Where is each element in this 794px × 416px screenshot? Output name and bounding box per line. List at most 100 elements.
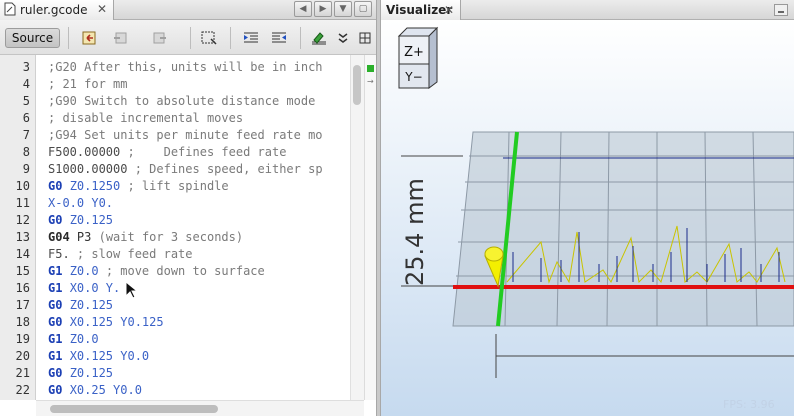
code-line[interactable]: G1 Z0.0 [48, 331, 99, 348]
editor-panel: ruler.gcode ✕ ◀ ▶ ▼ ▢ Source [0, 0, 376, 416]
line-number: 10 [15, 179, 30, 193]
comment-icon[interactable] [310, 29, 328, 47]
line-number: 6 [22, 111, 30, 125]
dimension-label: 25.4 mm [401, 178, 429, 286]
shift-right-icon[interactable] [270, 29, 288, 47]
code-token: Z0.0 [69, 332, 99, 346]
code-token: F5. [48, 247, 77, 261]
horizontal-scrollbar[interactable] [36, 400, 364, 416]
code-line[interactable]: X-0.0 Y0. [48, 195, 113, 212]
code-line[interactable]: ; disable incremental moves [48, 110, 243, 127]
code-area[interactable]: G0 X0.25 Y0.0 G0 Z0.125 G1 X0.125 Y0.0 G1 Z… [36, 55, 350, 400]
code-line[interactable]: G1 X0.125 Y0.0 [48, 348, 149, 365]
code-line[interactable]: G1 Z0.0 ; move down to surface [48, 263, 265, 280]
go-forward-icon[interactable] [150, 29, 168, 47]
vertical-scroll-thumb[interactable] [353, 65, 361, 105]
code-token: G1 [48, 281, 70, 295]
source-button[interactable]: Source [5, 28, 60, 48]
close-icon[interactable]: ✕ [443, 3, 454, 17]
code-line[interactable]: G04 P3 (wait for 3 seconds) [48, 229, 243, 246]
code-line[interactable]: G0 Z0.1250 ; lift spindle [48, 178, 229, 195]
code-token: X0.125 Y0.0 [69, 349, 150, 363]
editor-toolbar: Source [0, 20, 376, 55]
code-line[interactable]: F5. ; slow feed rate [48, 246, 193, 263]
code-line[interactable]: ; 21 for mm [48, 76, 127, 93]
vertical-scrollbar[interactable] [350, 55, 364, 400]
code-token: ;G94 Set units per minute feed rate mo [48, 128, 323, 142]
toolbar-separator [68, 27, 69, 49]
line-number: 22 [15, 383, 30, 397]
shift-left-icon[interactable] [242, 29, 260, 47]
code-line[interactable]: ;G20 After this, units will be in inch [48, 59, 323, 76]
code-token: Z0.125 [69, 366, 114, 380]
tool-icon [484, 246, 504, 288]
visualizer-canvas[interactable]: Z+ Y− [381, 20, 794, 416]
nav-right-icon[interactable]: ▶ [314, 1, 332, 17]
code-token: X0.125 Y0.125 [69, 315, 164, 329]
panel-splitter[interactable] [376, 0, 381, 416]
line-number: 3 [22, 60, 30, 74]
code-token: ; slow feed rate [76, 247, 193, 261]
maximize-icon[interactable]: ▢ [354, 1, 372, 17]
code-token: ; move down to surface [105, 264, 265, 278]
visualizer-scene[interactable]: Z+ Y− [381, 20, 794, 416]
code-token: G0 [48, 366, 70, 380]
line-number: 20 [15, 349, 30, 363]
fps-counter: FPS: 3.96 [723, 398, 775, 411]
code-token: G0 [48, 213, 70, 227]
code-line[interactable]: F500.00000 ; Defines feed rate [48, 144, 286, 161]
code-token: G0 [48, 179, 70, 193]
work-grid [452, 131, 794, 327]
code-token: (wait for 3 seconds) [98, 230, 244, 244]
code-token: Z0.0 [69, 264, 106, 278]
editor-tab-bar: ruler.gcode ✕ ◀ ▶ ▼ ▢ [0, 0, 376, 20]
code-token: G0 [48, 383, 70, 397]
code-token: ; disable incremental moves [48, 111, 244, 125]
last-edit-icon[interactable] [80, 29, 98, 47]
selection-icon[interactable] [200, 29, 218, 47]
nav-left-icon[interactable]: ◀ [294, 1, 312, 17]
minimize-icon[interactable] [774, 4, 788, 16]
code-token: G0 [48, 298, 70, 312]
go-back-icon[interactable] [112, 29, 130, 47]
line-number: 12 [15, 213, 30, 227]
line-number: 13 [15, 230, 30, 244]
tab-navigation: ◀ ▶ ▼ ▢ [294, 1, 372, 17]
line-number: 19 [15, 332, 30, 346]
tab-ruler-gcode[interactable]: ruler.gcode ✕ [0, 0, 114, 20]
cursor-icon [125, 281, 137, 299]
tab-visualizer[interactable]: Visualizer ✕ [381, 0, 461, 20]
toolbar-separator [300, 27, 301, 49]
dropdown-icon[interactable]: ▼ [334, 1, 352, 17]
code-token: ; 21 for mm [48, 77, 128, 91]
code-token: ; lift spindle [127, 179, 229, 193]
view-cube[interactable]: Z+ Y− [397, 26, 439, 89]
code-token: Z0.1250 [69, 179, 128, 193]
line-number: 4 [22, 77, 30, 91]
horizontal-scroll-thumb[interactable] [50, 405, 218, 413]
code-token: X0.25 Y0.0 [69, 383, 142, 397]
error-stripe: → [364, 55, 376, 400]
code-token: ; Defines feed rate [127, 145, 287, 159]
code-line[interactable]: G0 X0.25 Y0.0 [48, 382, 142, 399]
code-line[interactable]: G1 X0.0 Y. [48, 280, 120, 297]
code-line[interactable]: G0 Z0.125 [48, 212, 113, 229]
code-line[interactable]: G0 X0.125 Y0.125 [48, 314, 164, 331]
toolbar-separator [190, 27, 191, 49]
code-line[interactable]: G0 Z0.125 [48, 297, 113, 314]
code-line[interactable]: S1000.00000 ; Defines speed, either sp [48, 161, 323, 178]
line-number: 18 [15, 315, 30, 329]
expand-icon[interactable] [334, 29, 352, 47]
toolpath [503, 157, 794, 284]
line-number: 21 [15, 366, 30, 380]
code-line[interactable]: ;G94 Set units per minute feed rate mo [48, 127, 323, 144]
code-token: X0.0 Y. [69, 281, 121, 295]
close-icon[interactable]: ✕ [96, 2, 107, 16]
grid-icon[interactable] [356, 29, 374, 47]
code-token: ;G90 Switch to absolute distance mode [48, 94, 316, 108]
code-line[interactable]: G0 Z0.125 [48, 365, 113, 382]
code-token: S1000.00000 [48, 162, 135, 176]
code-line[interactable]: ;G90 Switch to absolute distance mode [48, 93, 315, 110]
line-number: 8 [22, 145, 30, 159]
